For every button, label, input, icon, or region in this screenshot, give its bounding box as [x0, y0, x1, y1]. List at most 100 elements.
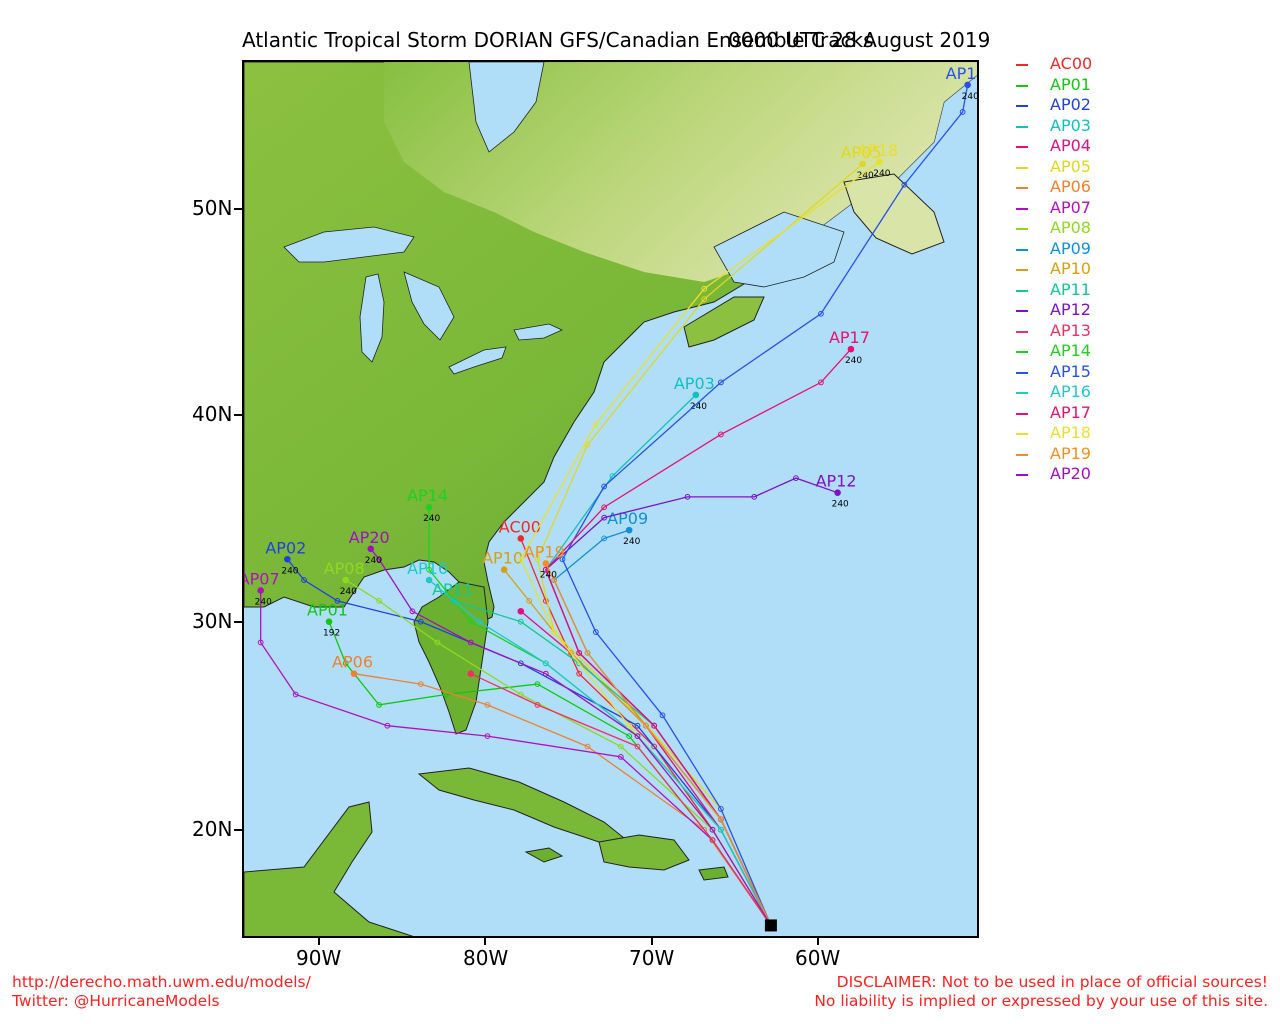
- legend-label: AP12: [1050, 300, 1091, 319]
- legend-swatch: [1016, 433, 1028, 435]
- track-point: [626, 733, 633, 740]
- footer-twitter: Twitter: @HurricaneModels: [12, 992, 220, 1010]
- track-point: [476, 618, 483, 625]
- forecast-hour-label: 240: [255, 597, 272, 607]
- lat-tick: [234, 621, 242, 623]
- forecast-hour-label: 240: [340, 587, 357, 597]
- track-point: [859, 160, 866, 168]
- track-point: [651, 722, 658, 729]
- track-point: [542, 670, 549, 677]
- legend-swatch: [1016, 146, 1028, 148]
- legend-swatch: [1016, 289, 1028, 292]
- track-point: [284, 555, 291, 563]
- track-point: [409, 608, 416, 615]
- forecast-hour-label: 240: [281, 566, 298, 576]
- hudson-bay: [468, 62, 545, 153]
- track-point: [301, 577, 307, 583]
- track-point: [592, 629, 599, 635]
- legend-swatch: [1016, 371, 1028, 374]
- footer-disclaimer: DISCLAIMER: Not to be used in place of o…: [814, 973, 1268, 1011]
- lon-tick: [651, 937, 653, 945]
- track-point: [818, 310, 824, 317]
- track-point: [701, 296, 708, 303]
- track-label: AP03: [674, 374, 715, 393]
- track-point: [959, 109, 966, 115]
- legend-label: AP08: [1050, 218, 1091, 237]
- track-point: [601, 514, 608, 521]
- track-point: [584, 441, 591, 448]
- track-ap07: [260, 590, 772, 926]
- track-point: [567, 649, 574, 656]
- track-point: [875, 158, 883, 166]
- track-point: [376, 597, 382, 604]
- map-time: 0000 UTC 28 August 2019: [728, 28, 991, 52]
- lake-erie: [448, 346, 507, 375]
- track-ap15: [561, 84, 969, 926]
- track-point: [584, 649, 591, 656]
- footer-credits: http://derecho.math.uwm.edu/models/ Twit…: [12, 973, 311, 1011]
- forecast-hour-label: 240: [873, 169, 890, 179]
- track-label: AP17: [829, 328, 870, 347]
- map-title: Atlantic Tropical Storm DORIAN GFS/Canad…: [242, 28, 874, 52]
- track-point: [634, 743, 641, 750]
- track-point: [559, 556, 566, 563]
- ensemble-tracks: AC00 AP01 192 AP02 240 AP03 240 AP05 240 AP06 AP07…: [244, 64, 977, 932]
- track-point: [847, 345, 855, 353]
- track-point: [426, 566, 432, 573]
- map-canvas: AC00 AP01 192 AP02 240 AP03 240 AP05 240 AP06 AP07…: [244, 62, 977, 936]
- track-point: [526, 597, 533, 604]
- track-point: [484, 701, 491, 708]
- forecast-hour-label: 240: [623, 537, 640, 547]
- track-point: [834, 489, 841, 496]
- track-point: [717, 826, 724, 833]
- track-point: [484, 733, 491, 740]
- track-point: [517, 660, 524, 667]
- legend-label: AP17: [1050, 402, 1091, 422]
- track-point: [417, 618, 424, 625]
- track-point: [467, 670, 475, 677]
- lon-tick: [817, 937, 819, 945]
- legend-label: AP13: [1050, 320, 1091, 340]
- track-label: AP02: [265, 538, 306, 557]
- track-point: [626, 722, 633, 729]
- lake-michigan: [359, 273, 385, 363]
- track-point: [325, 618, 333, 625]
- track-point: [334, 597, 341, 604]
- track-label: AP10: [482, 549, 523, 568]
- lat-tick: [234, 414, 242, 416]
- track-point: [384, 722, 391, 729]
- track-point: [517, 535, 525, 542]
- track-label: AP19: [524, 542, 565, 561]
- track-point: [642, 722, 649, 729]
- track-label: AP11: [432, 580, 473, 599]
- lat-tick: [234, 208, 242, 210]
- track-point: [692, 391, 700, 399]
- track-label: AP14: [407, 486, 448, 505]
- legend-swatch: [1016, 84, 1028, 87]
- legend-swatch: [1016, 392, 1028, 394]
- lon-label-90w: 90W: [296, 946, 342, 970]
- track-point: [625, 526, 633, 534]
- track-point: [292, 691, 299, 698]
- legend-label: AP18: [1050, 423, 1091, 442]
- map-area: AC00 AP01 192 AP02 240 AP03 240 AP05 240 AP06 AP07…: [242, 60, 979, 938]
- nova-scotia: [683, 296, 765, 348]
- track-ap06: [353, 673, 772, 926]
- lat-label-50n: 50N: [192, 196, 233, 220]
- legend-swatch: [1016, 228, 1028, 230]
- legend-swatch: [1016, 125, 1028, 128]
- legend-label: AP20: [1050, 464, 1091, 483]
- lake-ontario: [513, 323, 563, 341]
- track-point: [576, 670, 583, 677]
- lon-label-60w: 60W: [795, 946, 841, 970]
- disclaimer-line-2: No liability is implied or expressed by …: [814, 992, 1268, 1010]
- legend-swatch: [1016, 453, 1028, 456]
- footer-url[interactable]: http://derecho.math.uwm.edu/models/: [12, 973, 311, 991]
- newfoundland: [843, 173, 945, 255]
- legend-label: AP09: [1050, 238, 1091, 258]
- disclaimer-line-1: DISCLAIMER: Not to be used in place of o…: [836, 973, 1268, 991]
- track-point: [257, 639, 264, 646]
- track-label: AP12: [816, 472, 857, 491]
- track-point: [818, 379, 824, 386]
- puerto-rico: [698, 866, 729, 881]
